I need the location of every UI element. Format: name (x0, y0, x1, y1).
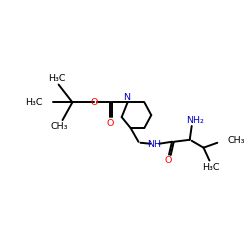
Text: NH: NH (147, 140, 161, 149)
Text: NH₂: NH₂ (186, 116, 204, 124)
Text: O: O (106, 118, 114, 128)
Text: H₃C: H₃C (25, 98, 43, 107)
Text: O: O (90, 98, 98, 107)
Text: N: N (123, 93, 130, 102)
Text: CH₃: CH₃ (51, 122, 68, 132)
Text: H₃C: H₃C (48, 74, 65, 83)
Text: H₃C: H₃C (202, 163, 219, 172)
Text: CH₃: CH₃ (227, 136, 245, 145)
Text: O: O (164, 156, 172, 165)
